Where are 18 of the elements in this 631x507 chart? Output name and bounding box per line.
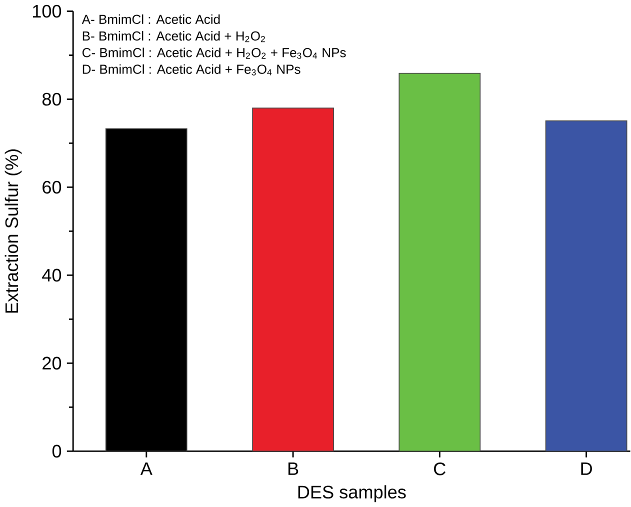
x-tick-label: A <box>140 462 152 475</box>
bar <box>398 72 481 452</box>
x-axis-title: DES samples <box>298 485 406 502</box>
x-tick-label: C <box>434 462 446 476</box>
annotation: B- BmimCl : Acetic Acid + H$_{2}$O$_{2}$ <box>82 31 265 42</box>
y-tick-label: 60 <box>42 180 62 194</box>
y-tick-label: 80 <box>42 92 62 106</box>
bar <box>252 108 334 452</box>
text: C- BmimCl : Acetic Acid + H$_{2}$O$_{2}$ + Fe$_{3}$O$_{4}$ NPs <box>82 48 346 59</box>
y-axis-title: Extraction Sulfur (%) <box>4 149 22 313</box>
annotation: A- BmimCl : Acetic Acid <box>82 14 220 24</box>
x-tick-label: B <box>288 462 298 475</box>
y-tick-label: 20 <box>42 356 62 370</box>
y-tick-label: 0 <box>52 444 62 458</box>
annotation: D- BmimCl : Acetic Acid + Fe$_{3}$O$_{4}$ NPs <box>82 64 300 76</box>
x-tick-label: D <box>581 462 592 475</box>
y-tick-label: 100 <box>33 4 62 18</box>
y-tick-label: 40 <box>42 268 62 282</box>
